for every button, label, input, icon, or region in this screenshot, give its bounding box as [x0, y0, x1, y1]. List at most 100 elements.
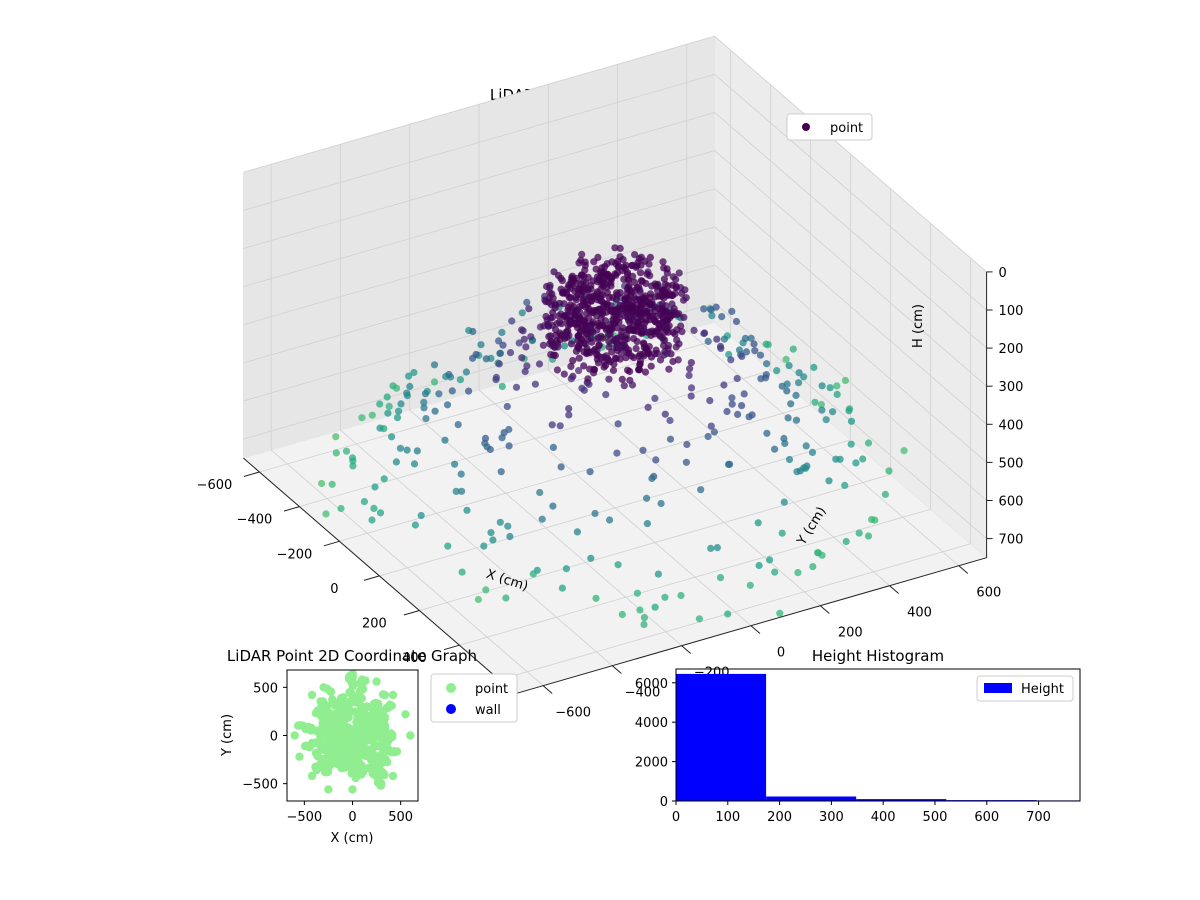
data-point-3d	[636, 357, 645, 365]
data-point-3d	[728, 307, 736, 315]
data-point-3d	[624, 275, 632, 284]
data-point-3d	[606, 516, 614, 524]
data-point-3d	[564, 284, 572, 292]
data-point-3d	[661, 593, 669, 601]
data-point-3d	[738, 402, 746, 410]
data-point-3d	[610, 319, 618, 327]
data-point-3d	[771, 568, 779, 576]
data-point-3d	[318, 479, 326, 488]
data-point-3d	[543, 316, 551, 324]
data-point-3d	[661, 410, 669, 418]
histogram-bar	[856, 799, 947, 801]
data-point-3d	[716, 342, 725, 350]
h-tick-label-3d: 400	[999, 418, 1024, 433]
data-point-3d	[596, 322, 604, 330]
plot-3d: LiDAR Point 3D Coordinate Graph −600−400…	[197, 35, 1024, 721]
data-point-3d	[576, 302, 584, 310]
data-point-3d	[687, 359, 696, 367]
data-point-3d	[633, 284, 641, 292]
data-point-3d	[535, 360, 544, 368]
data-point-3d	[487, 529, 495, 537]
x-tick-label-3d: 200	[362, 617, 387, 632]
gridline-side-h	[243, 35, 715, 173]
data-point-3d	[560, 370, 568, 378]
data-point-3d	[659, 258, 667, 266]
y-tick-label-3d: 0	[777, 646, 785, 661]
data-point-3d	[802, 464, 810, 472]
h-tick-label-3d: 200	[999, 342, 1024, 357]
data-point-3d	[782, 355, 790, 363]
y-tick-label-histogram: 4000	[635, 716, 668, 731]
data-point-3d	[639, 350, 647, 358]
data-point-3d	[747, 334, 755, 342]
data-point-3d	[477, 341, 485, 349]
data-point-3d	[607, 282, 615, 290]
data-point-3d	[592, 594, 600, 602]
y-tick-label-3d: 600	[976, 586, 1001, 601]
data-point-3d	[603, 289, 612, 297]
data-point-3d	[458, 487, 466, 495]
data-point-3d	[523, 298, 531, 306]
data-point-3d	[622, 354, 630, 362]
y-tick-label-histogram: 6000	[635, 677, 668, 692]
xlabel-2d: X (cm)	[331, 831, 374, 846]
data-point-3d	[462, 368, 470, 376]
y-tick-label-3d: 400	[907, 606, 932, 621]
data-point-3d	[734, 410, 742, 418]
data-point-3d	[602, 352, 610, 360]
x-tick-label-histogram: 300	[819, 810, 844, 825]
data-point-3d	[864, 439, 873, 447]
gridline-back-h	[714, 35, 987, 273]
data-point-3d	[584, 286, 592, 294]
data-point-3d	[578, 271, 586, 279]
data-point-3d	[677, 322, 685, 330]
data-point-3d	[585, 305, 593, 313]
x-tick-3d	[363, 575, 380, 581]
data-point-3d	[572, 347, 581, 355]
y-tick-3d	[612, 665, 622, 674]
data-point-3d	[852, 459, 860, 467]
data-point-3d	[740, 390, 748, 398]
data-point-3d	[832, 455, 840, 463]
data-point-3d	[472, 350, 480, 359]
data-point-3d	[545, 294, 553, 303]
data-point-3d	[818, 382, 826, 390]
x-tick-label-histogram: 700	[1026, 810, 1051, 825]
legend-histogram-swatch	[984, 683, 1012, 693]
data-point-2d	[373, 761, 382, 771]
x-tick-label-2d: 500	[388, 810, 413, 825]
data-point-3d	[750, 340, 758, 348]
data-point-2d	[295, 752, 304, 761]
data-point-3d	[498, 434, 506, 442]
data-point-3d	[657, 319, 665, 327]
data-point-3d	[384, 409, 392, 417]
data-point-3d	[368, 411, 376, 419]
data-point-3d	[680, 313, 688, 321]
data-point-3d	[435, 390, 443, 398]
data-point-3d	[508, 317, 516, 325]
data-point-2d	[388, 771, 398, 781]
data-point-3d	[707, 544, 715, 553]
data-point-3d	[617, 332, 625, 340]
data-point-3d	[789, 345, 797, 353]
data-point-2d	[354, 758, 364, 767]
data-point-3d	[539, 341, 548, 349]
data-point-3d	[482, 355, 490, 363]
data-point-3d	[713, 544, 722, 552]
data-point-2d	[307, 690, 317, 700]
data-point-3d	[656, 356, 665, 364]
data-point-3d	[697, 486, 705, 494]
data-point-3d	[618, 610, 626, 619]
gridline-side-h	[243, 188, 715, 326]
data-point-3d	[422, 415, 430, 423]
data-point-3d	[855, 529, 863, 537]
data-point-2d	[319, 683, 328, 692]
data-point-3d	[496, 349, 504, 357]
data-point-3d	[771, 445, 779, 453]
data-point-3d	[636, 606, 644, 614]
ticks-histogram: 0 100 200 300 400 500 600 700 0 2000 4000 6000	[635, 677, 1051, 825]
gridline-floor-x	[499, 543, 971, 681]
data-point-3d	[792, 391, 800, 399]
data-point-3d	[403, 392, 411, 400]
data-point-3d	[342, 447, 351, 455]
